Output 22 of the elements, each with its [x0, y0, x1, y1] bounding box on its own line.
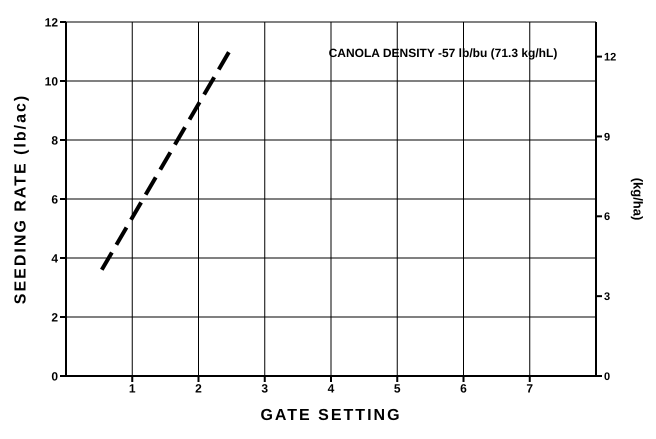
x-tick-label: 4: [328, 382, 335, 396]
y2-tick-label: 0: [604, 370, 610, 383]
x-tick-label: 1: [128, 382, 136, 396]
y-axis-title: SEEDING RATE (lb/ac): [12, 94, 30, 304]
y-tick-label: 2: [51, 310, 58, 324]
y-tick-label: 4: [51, 251, 58, 266]
x-tick-label: 5: [394, 382, 401, 396]
y-tick-label: 6: [51, 192, 58, 206]
y2-tick-label: 6: [604, 211, 610, 224]
x-tick-label: 7: [526, 382, 534, 396]
x-tick-label: 3: [261, 382, 268, 396]
y2-tick-label: 12: [604, 52, 616, 64]
x-tick-label: 2: [195, 382, 202, 396]
y-tick-label: 12: [44, 15, 58, 30]
x-axis-title: GATE SETTING: [260, 407, 402, 424]
y2-axis-title: (kg/ha): [630, 178, 646, 220]
x-tick-label: 6: [460, 382, 468, 396]
y-tick-label: 0: [51, 369, 58, 384]
y2-tick-label: 9: [604, 131, 610, 144]
y-tick-label: 8: [51, 133, 58, 148]
y-tick-label: 10: [44, 74, 58, 88]
y2-tick-label: 3: [604, 291, 610, 304]
